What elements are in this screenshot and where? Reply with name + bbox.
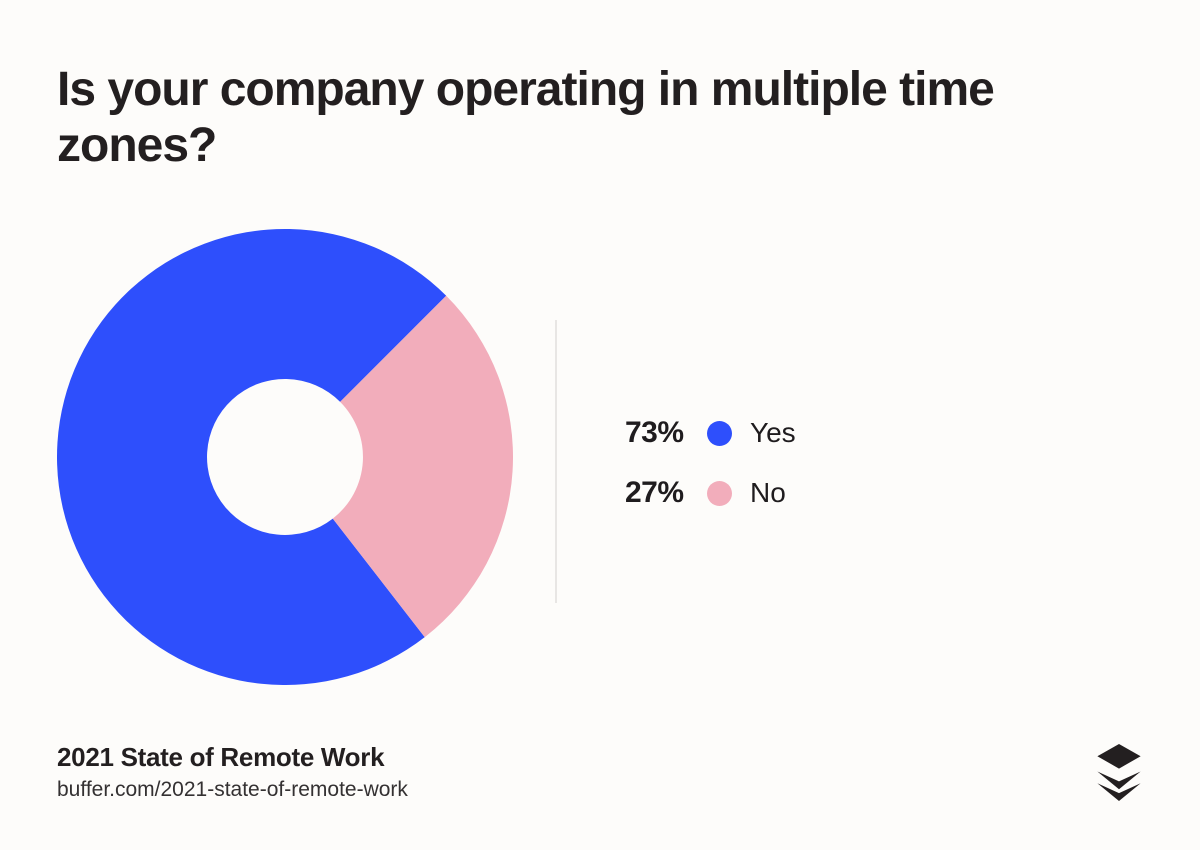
source-url: buffer.com/2021-state-of-remote-work — [57, 778, 408, 801]
legend-swatch-yes-icon — [707, 420, 732, 446]
buffer-logo-bottom-layer — [1097, 783, 1141, 801]
donut-chart-svg — [57, 229, 514, 686]
legend-value-yes: 73% — [625, 416, 684, 449]
buffer-logo-icon — [1097, 744, 1141, 801]
divider-line — [555, 320, 557, 603]
legend-item-yes: 73% Yes — [625, 414, 796, 452]
legend-label-yes: Yes — [750, 417, 796, 448]
legend: 73% Yes 27% No — [625, 414, 796, 534]
donut-chart — [57, 229, 514, 686]
legend-value-no: 27% — [625, 476, 684, 509]
buffer-logo-middle-layer — [1097, 771, 1141, 790]
donut-slice-no — [332, 295, 514, 638]
legend-swatch-no-icon — [707, 480, 732, 506]
buffer-logo-top-layer — [1097, 744, 1141, 769]
legend-label-no: No — [750, 477, 786, 508]
donut-slice-yes — [57, 229, 447, 686]
legend-item-no: 27% No — [625, 474, 796, 512]
source-title: 2021 State of Remote Work — [57, 742, 385, 772]
page-title: Is your company operating in multiple ti… — [57, 63, 995, 172]
